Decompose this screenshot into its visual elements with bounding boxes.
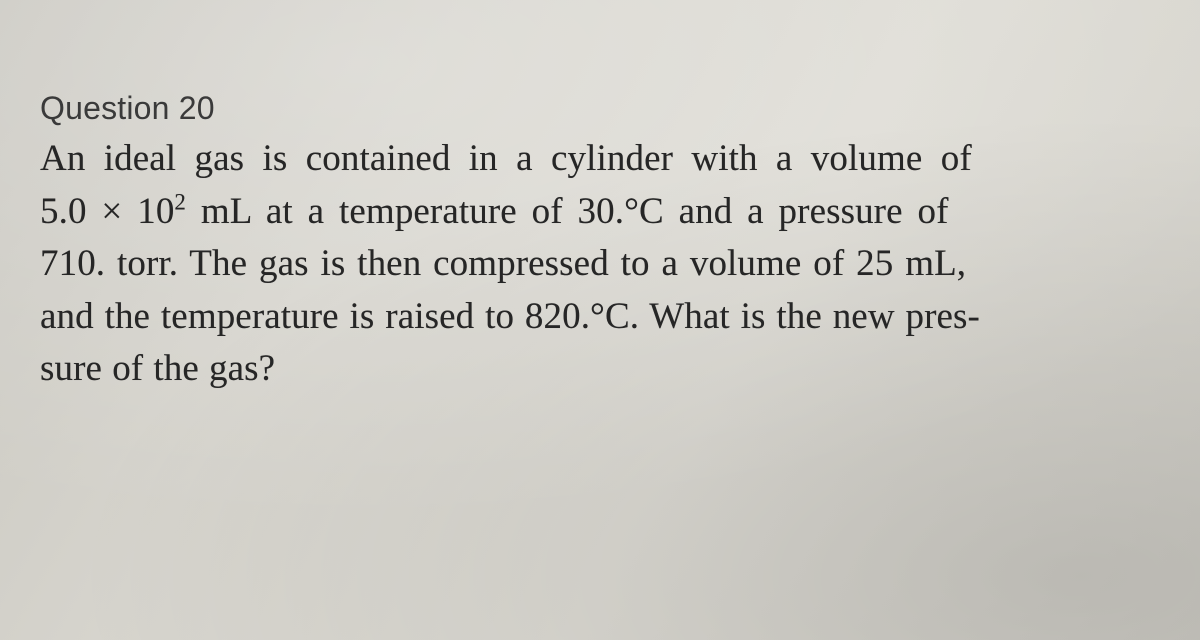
body-line-3: 710. torr. The gas is then compressed to… [40,238,1180,291]
page-region: Question 20 An ideal gas is contained in… [40,90,1180,396]
question-number: Question 20 [40,90,1180,127]
body-line-4: and the temperature is raised to 820.°C.… [40,291,1180,344]
body-line-1: An ideal gas is contained in a cylinder … [40,133,1180,186]
line2-exponent: 2 [174,189,186,214]
body-line-2: 5.0 × 102 mL at a temperature of 30.°C a… [40,186,1180,239]
line2-post: mL at a temperature of 30.°C and a press… [186,191,949,232]
line2-pre: 5.0 × 10 [40,191,174,232]
body-line-5: sure of the gas? [40,343,1180,396]
question-body: An ideal gas is contained in a cylinder … [40,133,1180,396]
